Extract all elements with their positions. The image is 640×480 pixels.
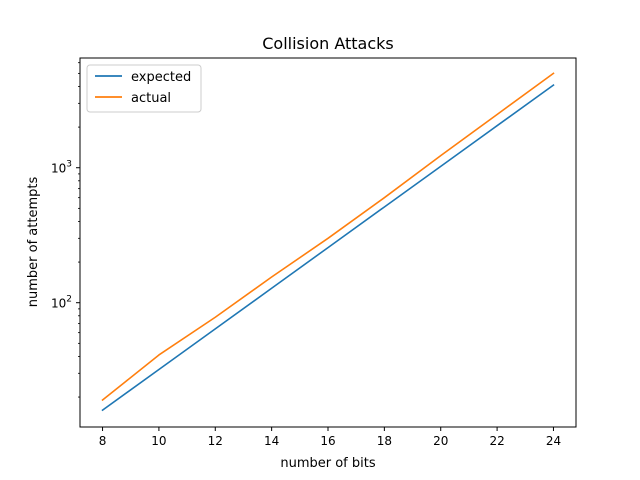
ticks-layer: 8 10 12 14 16 18 20 22 24 102 103	[51, 62, 561, 448]
chart-title: Collision Attacks	[262, 34, 394, 53]
x-tick-label: 14	[264, 434, 279, 448]
series-layer	[101, 72, 555, 412]
plot-area	[79, 57, 577, 428]
x-tick-label: 16	[320, 434, 335, 448]
series-line-expected	[101, 83, 555, 412]
x-tick-label: 8	[99, 434, 107, 448]
legend-label-actual: actual	[131, 91, 171, 106]
x-tick-label: 20	[433, 434, 448, 448]
x-tick-label: 18	[377, 434, 392, 448]
x-tick-label: 22	[489, 434, 504, 448]
legend: expected actual	[86, 64, 202, 113]
y-tick-label: 102	[51, 295, 72, 311]
x-tick-label: 10	[151, 434, 166, 448]
series-line-actual	[101, 72, 555, 402]
x-tick-label: 12	[208, 434, 223, 448]
y-tick-label: 103	[51, 160, 72, 176]
y-axis-label: number of attempts	[26, 177, 41, 308]
legend-label-expected: expected	[131, 70, 191, 85]
x-tick-label: 24	[546, 434, 561, 448]
x-axis-label: number of bits	[280, 456, 375, 471]
